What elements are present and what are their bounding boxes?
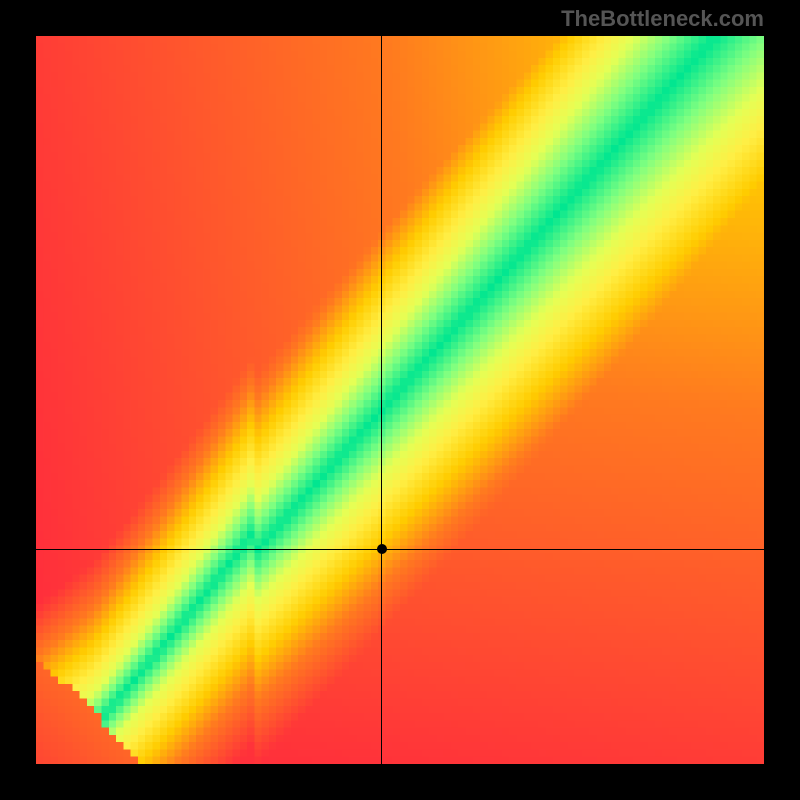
crosshair-marker xyxy=(377,544,387,554)
crosshair-horizontal xyxy=(36,549,764,550)
heatmap-canvas xyxy=(36,36,764,764)
crosshair-vertical xyxy=(381,36,382,764)
chart-container: TheBottleneck.com xyxy=(0,0,800,800)
watermark-text: TheBottleneck.com xyxy=(561,6,764,32)
